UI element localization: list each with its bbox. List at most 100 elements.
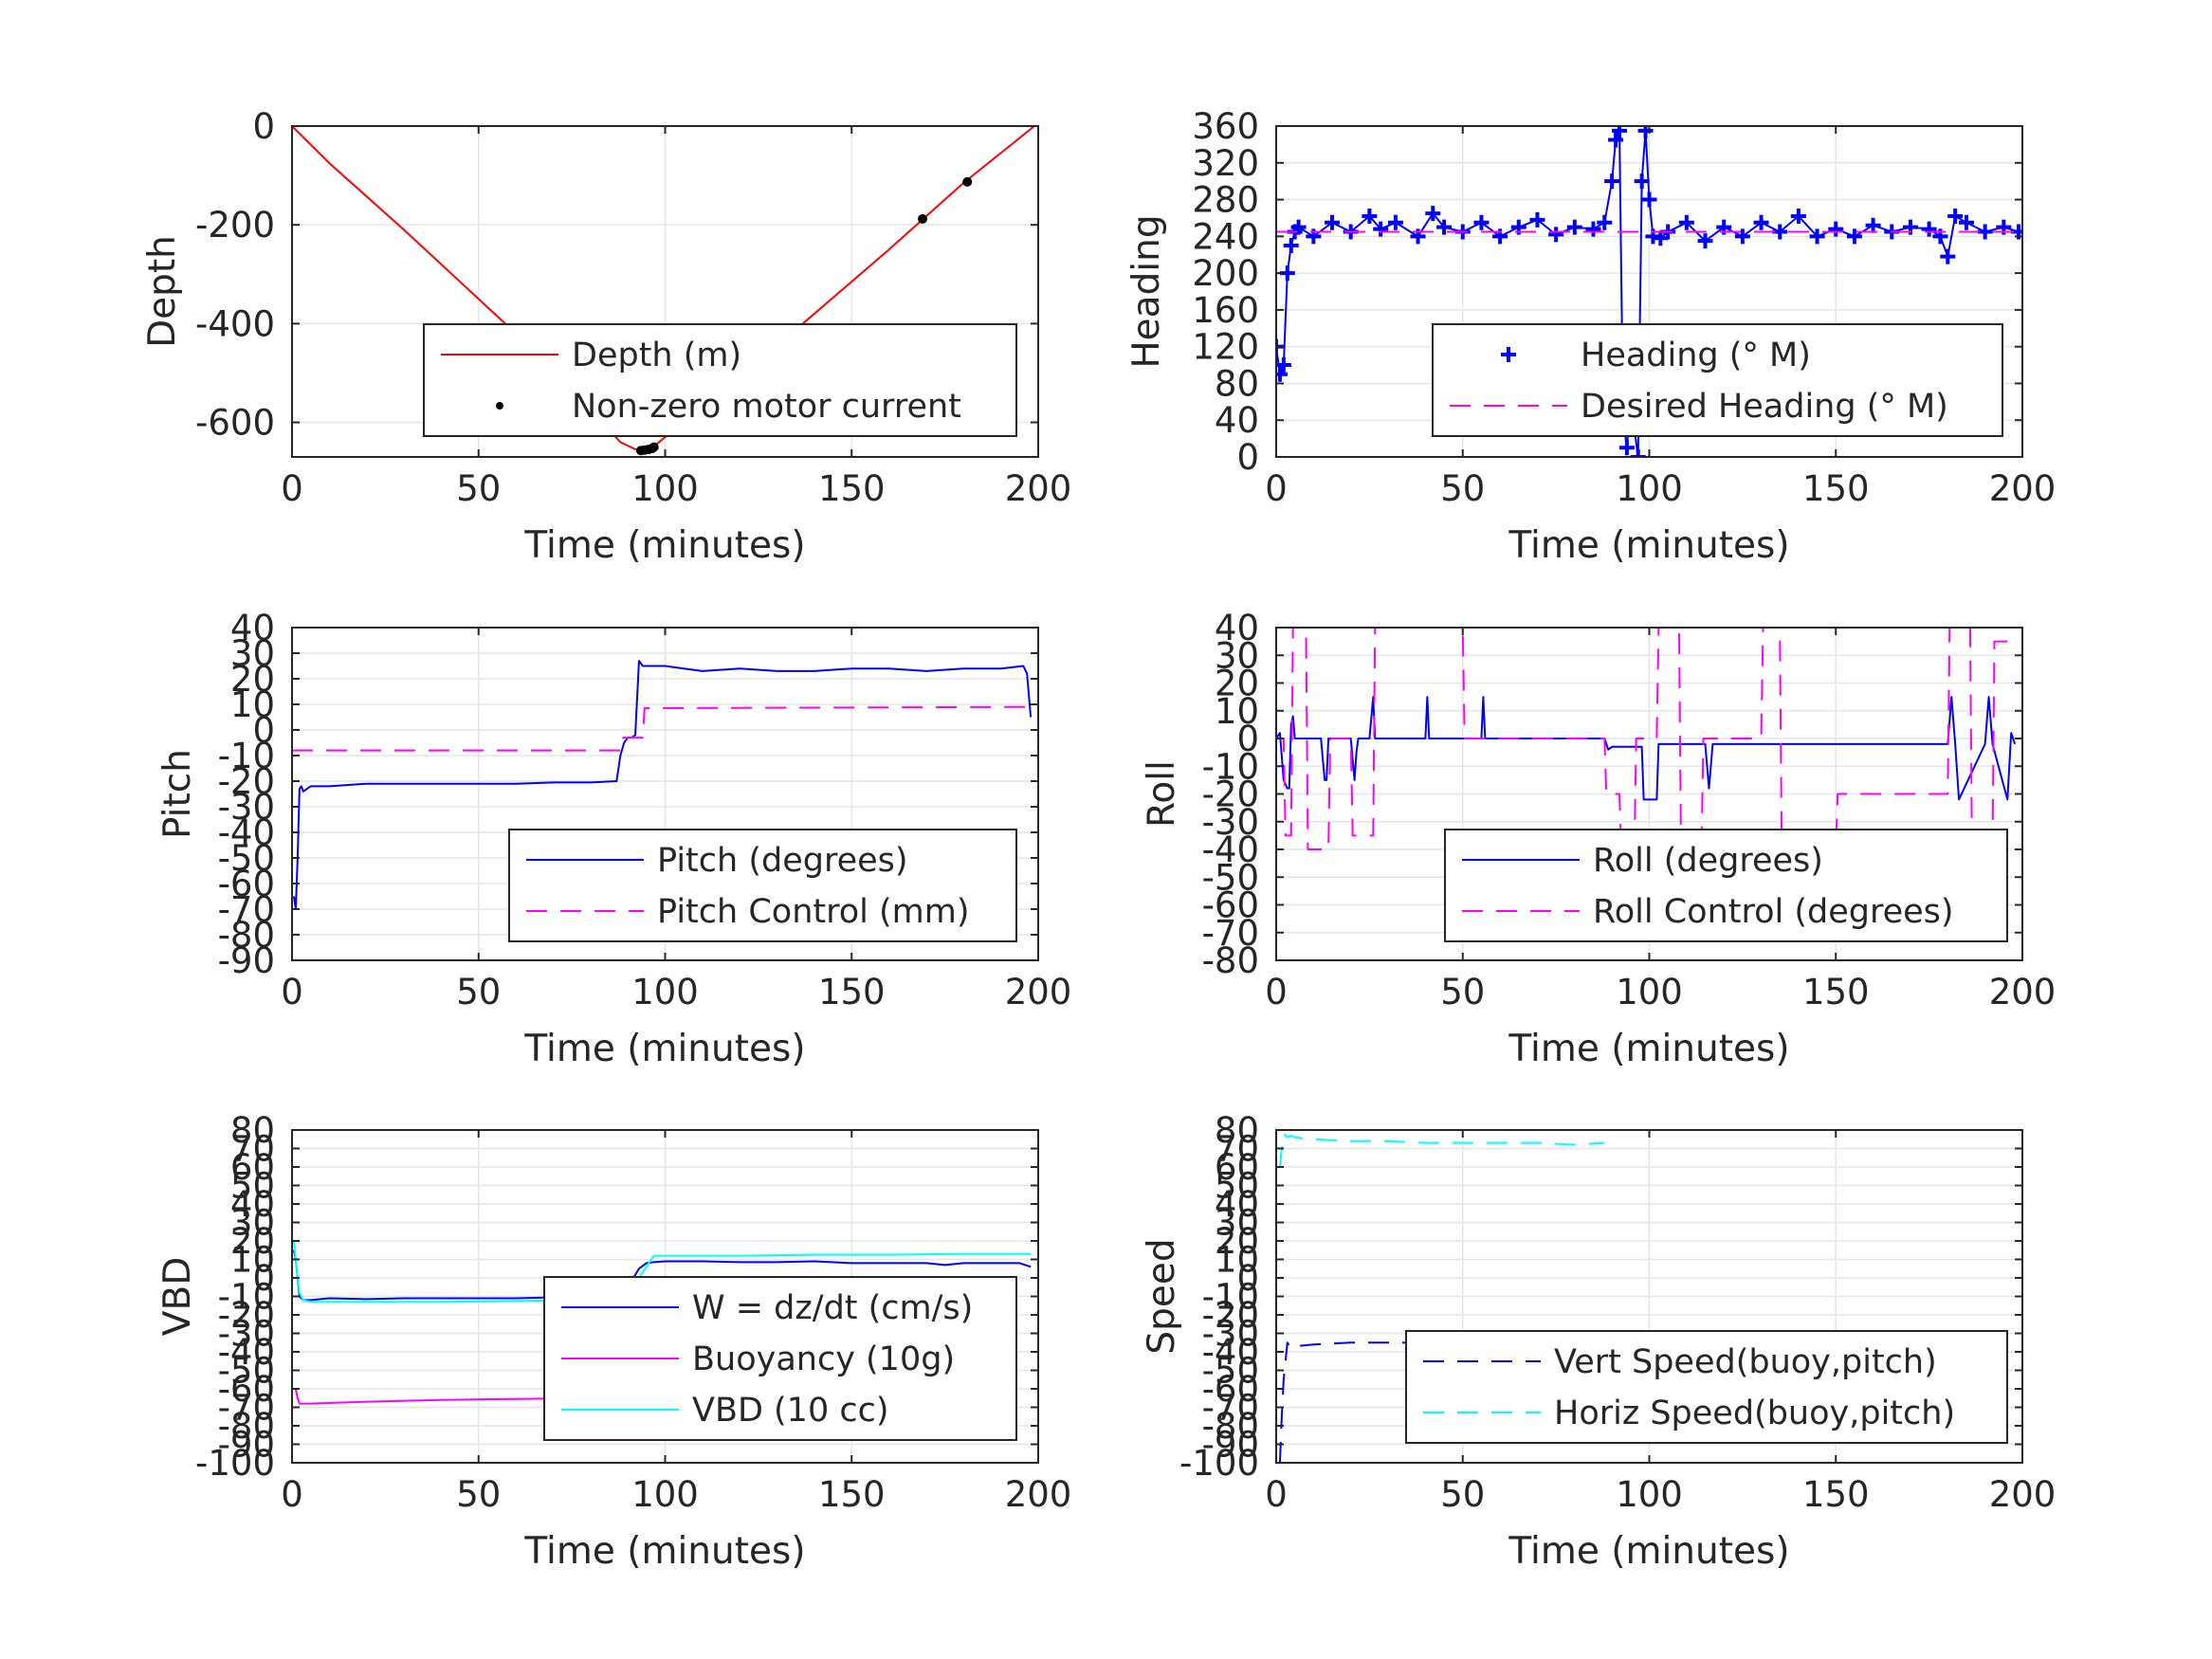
heading-plus-marker [1790, 209, 1806, 225]
speed-panel: 0 50 100 150 20080706050403020100-10-20-30-4… [1141, 1110, 2056, 1573]
speed-ytick-label: 40 [1215, 1184, 1259, 1225]
heading-panel: 0 50 100 150 20036032028024020016012080400Ti… [1125, 106, 2056, 567]
roll-ytick-label: -60 [1202, 885, 1259, 926]
speed-ytick-label: 10 [1215, 1240, 1259, 1281]
vbd-ytick-label: -40 [218, 1332, 275, 1373]
speed-ylabel: Speed [1141, 1238, 1183, 1354]
heading-xtick-label: 50 [1440, 468, 1485, 509]
heading-plus-marker [1809, 228, 1825, 245]
heading-plus-marker [1846, 228, 1862, 245]
vbd-xlabel: Time (minutes) [523, 1530, 805, 1573]
vbd-xtick-label: 150 [818, 1474, 886, 1515]
vbd-ytick-label: -90 [218, 1425, 275, 1466]
heading-plus-marker [1290, 219, 1307, 235]
heading-plus-marker [1634, 173, 1650, 190]
heading-plus-marker [1734, 228, 1750, 245]
roll-series-group [1276, 628, 2017, 850]
heading-ytick-label: 40 [1215, 400, 1259, 441]
speed-ytick-label: -40 [1202, 1332, 1259, 1373]
vbd-xtick-label: 100 [631, 1474, 699, 1515]
heading-plus-marker [1608, 132, 1624, 148]
speed-xtick-label: 150 [1802, 1474, 1870, 1515]
speed-legend-label: Vert Speed(buoy,pitch) [1554, 1343, 1937, 1381]
pitch-xtick-label: 100 [631, 972, 699, 1012]
speed-ytick-label: 80 [1215, 1110, 1259, 1151]
speed-ytick-label: -20 [1202, 1295, 1259, 1336]
roll-ytick-label: -70 [1202, 913, 1259, 954]
vbd-legend-label: Buoyancy (10g) [692, 1340, 955, 1378]
roll-legend-label: Roll (degrees) [1593, 842, 1823, 880]
speed-xtick-label: 200 [1989, 1474, 2057, 1515]
roll-xtick-label: 0 [1265, 972, 1288, 1012]
pitch-ytick-label: -10 [218, 736, 275, 776]
heading-plus-marker [1436, 219, 1453, 235]
speed-ytick-label: 30 [1215, 1203, 1259, 1244]
depth-legend-swatch [496, 402, 503, 410]
heading-plus-marker [1548, 227, 1564, 243]
heading-xtick-label: 150 [1802, 468, 1870, 509]
vbd-legend-label: W = dz/dt (cm/s) [692, 1289, 973, 1327]
depth-ylabel: Depth [141, 235, 184, 348]
speed-ytick-label: 0 [1236, 1258, 1259, 1299]
depth-panel: 0 50 100 150 200 0 -200 -400 -600 Time (minutes) D… [141, 106, 1071, 567]
pitch-ytick-label: 40 [230, 608, 275, 648]
roll-ytick-label: 0 [1236, 719, 1259, 759]
roll-ytick-label: -20 [1202, 775, 1259, 815]
speed-xlabel: Time (minutes) [1508, 1530, 1789, 1573]
roll-panel: 0 50 100 150 200403020100-10-20-30-40-50-60-… [1141, 608, 2056, 1070]
heading-plus-marker [1276, 357, 1291, 374]
pitch-series-group [292, 660, 1035, 910]
roll-ytick-label: -50 [1202, 857, 1259, 898]
pitch-ytick-label: -60 [218, 864, 275, 904]
speed-ytick-label: -30 [1202, 1314, 1259, 1355]
speed-ytick-label: -90 [1202, 1425, 1259, 1466]
vbd-legend-label: VBD (10 cc) [692, 1392, 889, 1430]
roll-ytick-label: -10 [1202, 746, 1259, 787]
heading-plus-marker [1958, 214, 1974, 230]
heading-plus-marker [1630, 449, 1646, 457]
vbd-ytick-label: -70 [218, 1388, 275, 1429]
heading-plus-marker [1977, 224, 1993, 240]
vbd-xtick-label: 200 [1005, 1474, 1072, 1515]
pitch-xtick-label: 50 [456, 972, 501, 1012]
vbd-panel: 0 50 100 150 20080706050403020100-10-20-30-4… [156, 1110, 1071, 1573]
heading-plus-marker [1473, 214, 1490, 230]
depth-xtick-label: 0 [281, 468, 303, 509]
depth-xtick-label: 150 [818, 468, 886, 509]
depth-xlabel: Time (minutes) [523, 524, 805, 567]
roll-xtick-label: 50 [1440, 972, 1485, 1012]
vbd-ytick-label: -20 [218, 1295, 275, 1336]
heading-plus-marker [1276, 366, 1288, 382]
heading-plus-marker [1425, 206, 1441, 222]
roll-ytick-label: 30 [1215, 635, 1259, 676]
heading-ytick-label: 200 [1192, 253, 1259, 294]
vbd-ytick-label: -50 [218, 1351, 275, 1392]
depth-point [962, 176, 973, 187]
heading-ytick-label: 160 [1192, 290, 1259, 331]
speed-ytick-label: -100 [1179, 1443, 1259, 1484]
roll-ytick-label: -40 [1202, 830, 1259, 870]
vbd-xtick-label: 0 [281, 1474, 303, 1515]
pitch-ytick-label: -80 [218, 915, 275, 956]
roll-ylabel: Roll [1141, 760, 1183, 828]
vbd-ytick-label: 40 [230, 1184, 275, 1225]
pitch-legend: Pitch (degrees) Pitch Control (mm) [508, 829, 1017, 942]
depth-point [918, 213, 928, 224]
pitch-xtick-label: 0 [281, 972, 303, 1012]
pitch-legend-box [508, 829, 1017, 942]
speed-legend-box [1405, 1330, 2008, 1444]
heading-ytick-label: 280 [1192, 180, 1259, 221]
heading-plus-marker [1753, 214, 1769, 230]
heading-plus-marker [1612, 126, 1628, 138]
heading-ytick-label: 360 [1192, 106, 1259, 147]
heading-plus-marker [1865, 217, 1881, 233]
depth-xtick-label: 100 [631, 468, 699, 509]
pitch-ytick-label: 0 [252, 710, 275, 751]
heading-plus-marker [1637, 126, 1654, 138]
depth-ytick-label: -600 [195, 403, 275, 444]
pitch-ytick-label: 10 [230, 684, 275, 725]
vbd-ylabel: VBD [156, 1257, 199, 1336]
roll-legend-label: Roll Control (degrees) [1593, 893, 1954, 931]
pitch-xtick-label: 150 [818, 972, 886, 1012]
